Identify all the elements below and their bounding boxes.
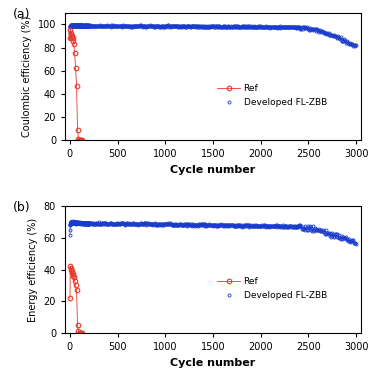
Developed FL-ZBB [81,220,85,225]
Ref [71,36,75,40]
Ref [73,279,77,283]
Ref [71,38,76,43]
Ref [69,267,74,272]
Ref [71,42,76,46]
Ref [68,30,73,35]
Ref [79,138,84,142]
Ref [68,296,72,300]
Y-axis label: Energy efficiency (%): Energy efficiency (%) [28,217,38,322]
Ref [69,33,74,37]
X-axis label: Cycle number: Cycle number [170,358,256,368]
Developed FL-ZBB [72,22,77,27]
Developed FL-ZBB [258,224,263,228]
Ref [71,272,75,276]
Developed FL-ZBB [276,223,280,228]
Developed FL-ZBB [276,25,280,29]
Ref [76,137,81,141]
Developed FL-ZBB [258,24,263,28]
Ref [71,275,76,280]
Ref [79,331,84,335]
Ref [78,331,83,335]
Ref [74,288,79,292]
Ref [68,28,73,32]
Developed FL-ZBB [354,242,358,246]
Ref [73,283,78,288]
Developed FL-ZBB [246,223,251,227]
Ref [70,34,74,38]
Ref [78,138,83,142]
Developed FL-ZBB [318,229,322,233]
Ref [77,331,81,335]
Ref [70,269,74,273]
Ref [75,127,80,132]
Line: Ref: Ref [68,28,84,142]
Developed FL-ZBB [71,219,76,224]
Ref [68,36,72,40]
Developed FL-ZBB [68,233,72,237]
Ref [68,264,73,269]
X-axis label: Cycle number: Cycle number [170,164,256,174]
Line: Ref: Ref [68,264,84,335]
Ref [75,323,80,327]
Ref [71,274,76,278]
Text: (b): (b) [13,201,31,214]
Developed FL-ZBB [81,24,85,28]
Developed FL-ZBB [351,44,355,48]
Ref [68,266,73,270]
Developed FL-ZBB [299,227,304,231]
Ref [77,138,81,142]
Developed FL-ZBB [354,43,358,47]
Developed FL-ZBB [246,25,251,29]
Developed FL-ZBB [299,25,304,29]
Ref [76,329,81,334]
Ref [80,138,84,142]
Y-axis label: Coulombic efficiency (%): Coulombic efficiency (%) [22,16,32,137]
Ref [80,331,84,335]
Legend: Ref, Developed FL-ZBB: Ref, Developed FL-ZBB [217,84,327,107]
Ref [73,51,77,56]
Line: Developed FL-ZBB: Developed FL-ZBB [68,220,357,245]
Legend: Ref, Developed FL-ZBB: Ref, Developed FL-ZBB [217,277,327,300]
Ref [73,66,78,71]
Text: (a): (a) [13,8,31,21]
Developed FL-ZBB [318,27,322,32]
Ref [74,84,79,88]
Ref [70,35,74,39]
Line: Developed FL-ZBB: Developed FL-ZBB [68,23,357,48]
Developed FL-ZBB [68,36,72,40]
Ref [70,270,74,275]
